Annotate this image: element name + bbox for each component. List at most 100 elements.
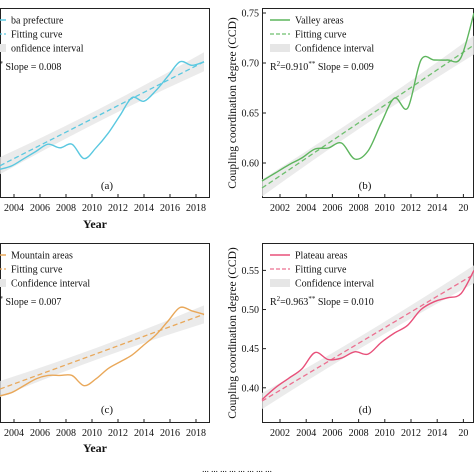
x-tick-label: 2012 [108,203,128,214]
x-tick-label: 2008 [349,203,369,214]
r2-prefix: R [270,62,277,73]
fitting-curve [261,44,474,189]
x-tick-label: 2006 [30,203,50,214]
series-line [261,12,474,182]
panel-label: (a) [101,180,114,192]
x-tick-label: 2002 [270,428,290,439]
x-tick-label: 2002 [270,203,290,214]
x-axis-label: Year [83,217,108,231]
r2-superscript: ** [0,295,4,303]
slope-value: Slope = 0.008 [3,62,61,73]
y-tick-label: 0.45 [242,344,260,355]
y-tick-label: 0.75 [242,9,260,20]
panel-a: 2004 2006 2008 2010 2012 2014 2016 2018 Year (a) b… [0,8,210,231]
x-tick-label: 2010 [375,203,395,214]
x-tick-label: 2008 [56,428,76,439]
fitting-curve [261,273,474,402]
r2-value: =0.963 [280,297,308,308]
legend-label-fit: Fitting curve [11,30,63,41]
legend: ba prefecture Fitting curve onfidence inte… [0,16,84,55]
plot-frame [0,243,210,423]
panel-label: (d) [359,404,372,416]
r2-significance: ** [308,60,316,68]
panel-d: 2002 2004 2006 2008 2010 2012 2014 20 0.40 0.45 0.… [227,243,474,439]
r2-superscript: 2 [277,60,281,68]
legend-swatch-band [0,44,6,52]
series-line [0,306,205,397]
legend-swatch-band [270,44,290,52]
x-axis-label: Year [83,441,108,455]
x-tick-label: 2014 [427,203,447,214]
legend-label-series: ba prefecture [11,16,64,27]
x-tick-label: 2014 [427,428,447,439]
x-tick-label: 2004 [4,428,24,439]
stats-annotation: R2=0.963** Slope = 0.010 [270,295,374,308]
legend-label-fit: Fitting curve [295,30,347,41]
x-tick-label: 2010 [82,203,102,214]
x-tick-label: 2014 [134,428,154,439]
x-tick-label: 2014 [134,203,154,214]
legend-label-band: Confidence interval [295,279,374,290]
legend-label-band: onfidence interval [11,44,84,55]
legend-swatch-band [270,279,290,287]
r2-superscript: ** [0,60,4,68]
slope-value: Slope = 0.007 [3,297,61,308]
x-tick-label: 2016 [160,203,180,214]
r2-value: =0.910 [280,62,308,73]
legend-label-series: Valley areas [295,16,344,27]
panel-label: (c) [101,404,114,416]
legend-label-band: Confidence interval [11,279,90,290]
y-tick-label: 0.60 [242,159,260,170]
legend-label-fit: Fitting curve [11,265,63,276]
panel-c: 2004 2006 2008 2010 2012 2014 2016 2018 Year (c) M… [0,243,210,455]
y-axis-label: Coupling coordination degree (CCD) [227,247,239,419]
x-tick-label: 2018 [186,203,206,214]
y-tick-label: 0.55 [242,266,260,277]
r2-significance: ** [308,295,316,303]
x-tick-label: 2006 [30,428,50,439]
stats-annotation: 23** Slope = 0.008 [0,60,61,73]
plot-frame [0,8,210,198]
x-tick-label: 2016 [160,428,180,439]
stats-annotation: 10** Slope = 0.007 [0,295,61,308]
x-tick-label: 2018 [186,428,206,439]
x-tick-label: 2004 [296,428,316,439]
x-tick-label: 2010 [375,428,395,439]
x-tick-label: 2006 [322,203,342,214]
panel-label: (b) [359,180,372,192]
x-tick-label: 20 [458,203,468,214]
x-tick-label: 2006 [322,428,342,439]
caption-fragment: ... ... ... ... ... ... ... ... [202,464,272,474]
x-tick-label: 2012 [401,428,421,439]
x-tick-label: 2012 [401,203,421,214]
series-line [0,60,205,170]
x-tick-label: 2004 [4,203,24,214]
panel-b: 2002 2004 2006 2008 2010 2012 2014 20 0.60 0.65 0.… [227,8,474,214]
legend-label-series: Mountain areas [11,251,73,262]
y-tick-label: 0.40 [242,383,260,394]
x-tick-label: 20 [458,428,468,439]
legend-label-band: Confidence interval [295,44,374,55]
r2-prefix: R [270,297,277,308]
y-axis-label: Coupling coordination degree (CCD) [227,17,239,189]
fitting-curve [0,313,205,390]
x-tick-label: 2010 [82,428,102,439]
y-tick-label: 0.70 [242,59,260,70]
slope-value: Slope = 0.010 [315,297,373,308]
y-tick-label: 0.65 [242,109,260,120]
legend-label-series: Plateau areas [295,251,348,262]
slope-value: Slope = 0.009 [315,62,373,73]
legend-label-fit: Fitting curve [295,265,347,276]
stats-annotation: R2=0.910** Slope = 0.009 [270,60,374,73]
legend: Mountain areas Fitting curve Confidence in… [0,251,90,290]
legend: Plateau areas Fitting curve Confidence int… [270,251,374,290]
x-tick-label: 2012 [108,428,128,439]
series-line [261,270,474,401]
legend-swatch-band [0,279,6,287]
legend: Valley areas Fitting curve Confidence inte… [270,16,374,55]
x-tick-label: 2008 [349,428,369,439]
x-tick-label: 2008 [56,203,76,214]
y-tick-label: 0.50 [242,305,260,316]
x-tick-label: 2004 [296,203,316,214]
